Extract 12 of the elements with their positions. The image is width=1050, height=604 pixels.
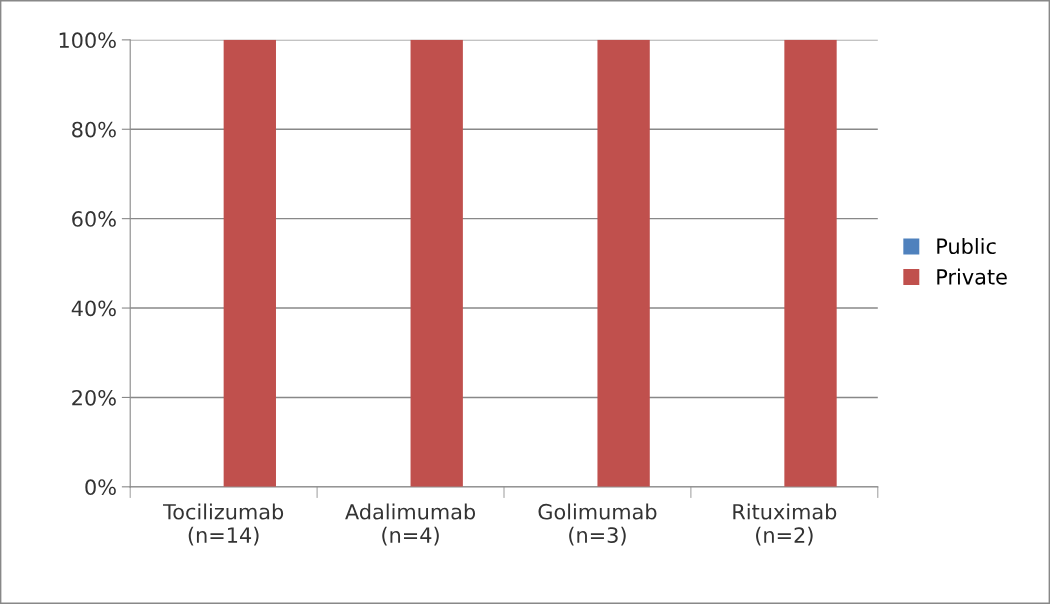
legend-label: Private xyxy=(937,268,1007,285)
y-tick-label: 40% xyxy=(71,300,116,317)
y-tick-label: 100% xyxy=(59,32,116,49)
y-tick-label: 80% xyxy=(72,121,116,138)
x-tick-label: Rituximab (n=2) xyxy=(733,503,837,546)
legend-label: Public xyxy=(937,237,996,255)
y-tick-label: 60% xyxy=(72,211,116,227)
x-tick-label: Adalimumab (n=4) xyxy=(345,503,476,546)
x-tick-label: Golimumab (n=3) xyxy=(538,503,657,546)
x-tick-label: Tocilizumab (n=14) xyxy=(163,503,284,546)
y-tick-label: 0% xyxy=(85,479,116,496)
y-tick-label: 20% xyxy=(72,389,116,406)
